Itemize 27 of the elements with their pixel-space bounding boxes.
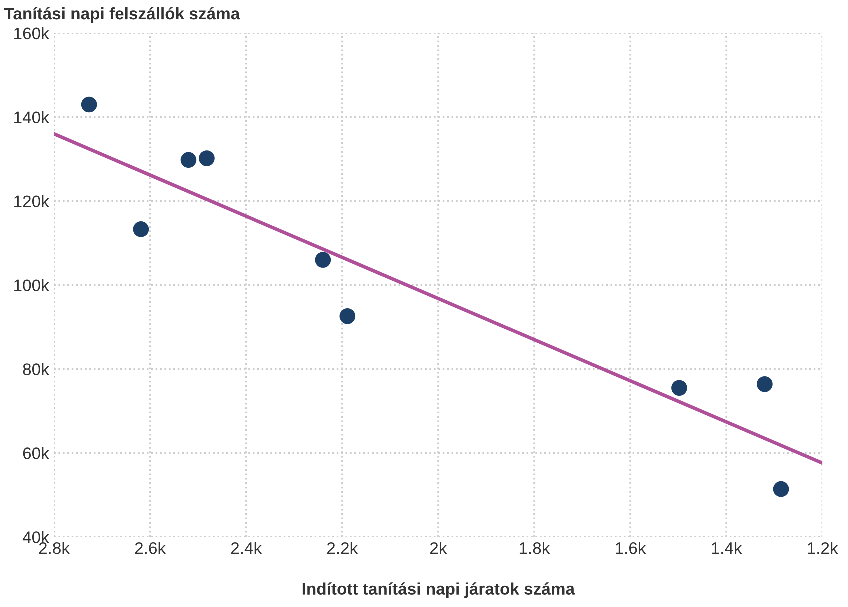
y-tick-label: 60k xyxy=(23,447,50,460)
x-tick-label: 1.6k xyxy=(616,542,646,554)
y-tick-label: 80k xyxy=(23,363,50,376)
x-axis-title: Indított tanítási napi járatok száma xyxy=(302,582,576,598)
point xyxy=(133,222,150,238)
x-tick-label: 1.8k xyxy=(520,542,550,554)
x-tick-label: 2.4k xyxy=(231,542,262,554)
point xyxy=(672,380,688,396)
point xyxy=(199,150,215,166)
x-tick-label: 2.6k xyxy=(135,542,166,554)
x-tick-label: 2.2k xyxy=(327,542,358,554)
y-tick-label: 40k xyxy=(22,531,50,544)
y-tick-label: 100k xyxy=(14,279,50,292)
y-tick-label: 120k xyxy=(14,195,50,208)
x-tick-label: 1.4k xyxy=(712,542,742,554)
point xyxy=(180,152,197,168)
x-tick-label: 2k xyxy=(430,542,448,554)
x-tick-label: 1.2k xyxy=(808,542,838,554)
y-tick-label: 140k xyxy=(14,111,50,124)
point xyxy=(757,376,773,392)
point xyxy=(81,96,98,113)
x-tick-label: 2.8k xyxy=(39,542,70,554)
point xyxy=(315,252,332,268)
y-tick-label: 160k xyxy=(14,27,50,40)
point xyxy=(773,481,790,498)
y-axis-title: Tanítási napi felszállók száma xyxy=(4,7,240,24)
point xyxy=(340,308,356,324)
